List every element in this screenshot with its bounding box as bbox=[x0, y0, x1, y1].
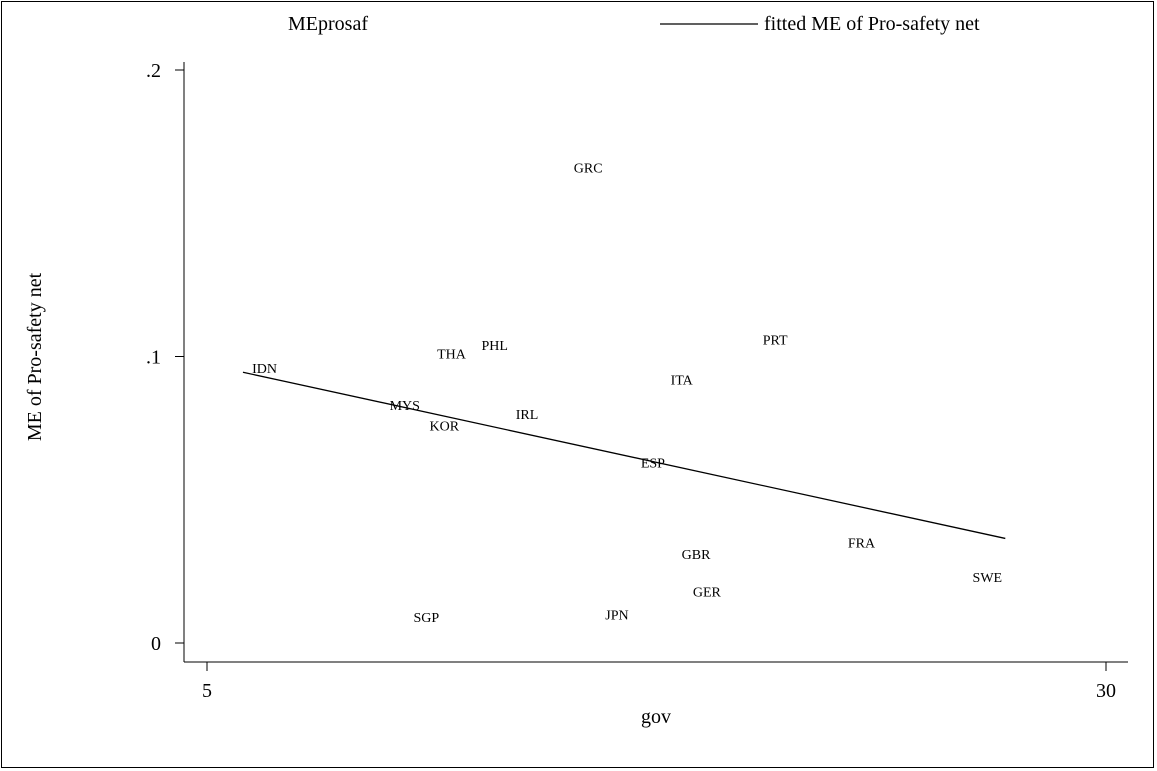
point-label-irl: IRL bbox=[516, 408, 539, 423]
y-tick-label: .1 bbox=[146, 347, 161, 369]
x-axis-title: gov bbox=[641, 706, 671, 728]
y-axis-title: ME of Pro-safety net bbox=[24, 272, 46, 441]
point-label-mys: MYS bbox=[390, 399, 420, 414]
point-label-tha: THA bbox=[437, 348, 467, 363]
point-label-sgp: SGP bbox=[414, 611, 440, 626]
fitted-line bbox=[242, 371, 1006, 540]
point-label-fra: FRA bbox=[848, 537, 876, 552]
point-label-grc: GRC bbox=[574, 161, 603, 176]
x-tick-label: 30 bbox=[1096, 680, 1116, 702]
point-label-jpn: JPN bbox=[605, 608, 628, 623]
point-label-prt: PRT bbox=[763, 333, 788, 348]
legend: MEprosaf fitted ME of Pro-safety net bbox=[288, 13, 980, 35]
point-labels: GRC PRT PHL THA IDN ITA MYS IRL KOR ESP FRA GBR SWE G… bbox=[252, 161, 1002, 626]
point-label-kor: KOR bbox=[430, 419, 460, 434]
fitted-line-group bbox=[242, 371, 1006, 540]
x-ticks: 5 30 bbox=[202, 662, 1116, 702]
x-tick-label: 5 bbox=[202, 680, 212, 702]
y-tick-label: .2 bbox=[146, 60, 161, 82]
point-label-gbr: GBR bbox=[682, 548, 711, 563]
legend-entry-fitted: fitted ME of Pro-safety net bbox=[764, 13, 980, 35]
point-label-ger: GER bbox=[693, 585, 722, 600]
point-label-swe: SWE bbox=[973, 571, 1003, 586]
point-label-idn: IDN bbox=[252, 362, 277, 377]
y-ticks: 0 .1 .2 bbox=[146, 60, 184, 655]
point-label-esp: ESP bbox=[641, 457, 665, 472]
point-label-phl: PHL bbox=[481, 339, 507, 354]
y-tick-label: 0 bbox=[151, 633, 161, 655]
legend-entry-meprosaf: MEprosaf bbox=[288, 13, 368, 35]
point-label-ita: ITA bbox=[671, 373, 694, 388]
